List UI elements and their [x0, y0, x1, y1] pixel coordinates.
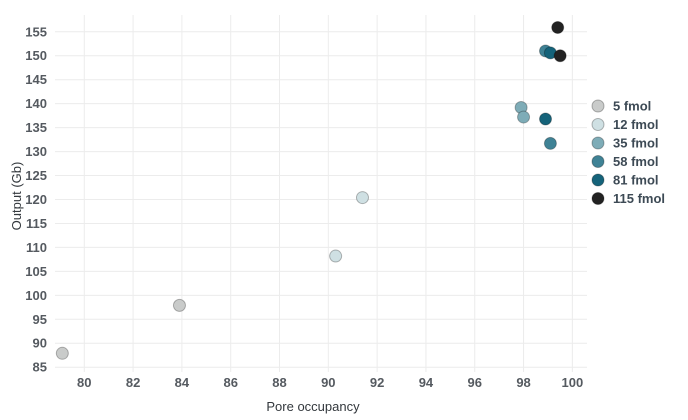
x-tick-label: 100 — [562, 375, 584, 390]
y-tick-label: 110 — [26, 240, 47, 255]
x-tick-label: 90 — [321, 375, 335, 390]
legend-marker — [591, 118, 605, 131]
x-tick-label: 84 — [175, 375, 190, 390]
data-points — [55, 20, 567, 360]
y-tick-label: 135 — [25, 120, 47, 135]
x-tick-label: 80 — [77, 375, 91, 390]
y-tick-label: 95 — [33, 312, 47, 327]
data-point — [172, 298, 186, 312]
x-tick-label: 94 — [419, 375, 434, 390]
data-point — [543, 136, 557, 150]
legend-label: 58 fmol — [613, 154, 659, 169]
legend-label: 81 fmol — [613, 173, 659, 188]
legend-label: 115 fmol — [613, 191, 665, 206]
legend-marker — [591, 155, 605, 168]
y-tick-label: 140 — [25, 96, 47, 111]
y-tick-label: 90 — [33, 336, 47, 351]
grid — [55, 15, 587, 372]
y-tick-label: 155 — [25, 24, 47, 39]
data-point — [553, 49, 567, 63]
x-tick-label: 92 — [370, 375, 384, 390]
legend-marker — [591, 192, 605, 205]
data-point — [329, 249, 343, 263]
legend: 5 fmol 12 fmol 35 fmol 58 fmol 81 fmol 115 fm… — [591, 99, 665, 206]
x-tick-labels: 80 82 84 86 88 90 92 94 96 98 100 — [77, 375, 583, 390]
legend-label: 5 fmol — [613, 99, 651, 114]
x-tick-label: 96 — [468, 375, 482, 390]
y-axis-label: Output (Gb) — [9, 162, 24, 231]
x-tick-label: 82 — [126, 375, 140, 390]
data-point — [55, 346, 69, 360]
y-tick-labels: 85 90 95 100 105 110 115 120 125 130 135 140 145 150 1… — [25, 24, 47, 374]
y-tick-label: 100 — [25, 288, 47, 303]
x-axis-label: Pore occupancy — [266, 399, 360, 414]
y-tick-label: 115 — [26, 216, 47, 231]
y-tick-label: 150 — [25, 48, 47, 63]
data-point — [551, 20, 565, 34]
y-tick-label: 125 — [25, 168, 47, 183]
legend-marker — [591, 99, 605, 113]
x-tick-label: 98 — [516, 375, 530, 390]
legend-label: 35 fmol — [613, 136, 659, 151]
y-tick-label: 130 — [25, 144, 47, 159]
x-tick-label: 88 — [272, 375, 286, 390]
y-tick-label: 120 — [25, 192, 47, 207]
x-tick-label: 86 — [223, 375, 237, 390]
y-tick-label: 105 — [25, 264, 47, 279]
data-point — [355, 191, 369, 205]
legend-marker — [591, 173, 605, 187]
y-tick-label: 85 — [33, 360, 47, 375]
data-point — [517, 110, 531, 124]
y-tick-label: 145 — [25, 72, 47, 87]
data-point — [539, 112, 553, 126]
legend-marker — [591, 136, 605, 150]
legend-label: 12 fmol — [613, 117, 659, 132]
